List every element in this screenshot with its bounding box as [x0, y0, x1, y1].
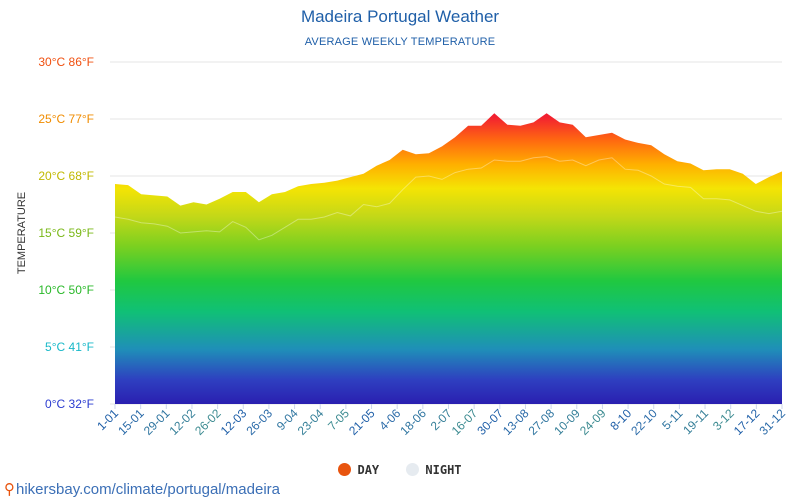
x-tick-label: 24-09 — [577, 406, 609, 438]
y-tick-label: 10°C 50°F — [38, 283, 94, 297]
x-tick-label: 30-07 — [474, 406, 506, 438]
x-tick-label: 22-10 — [628, 406, 660, 438]
x-tick-label: 10-09 — [551, 406, 583, 438]
chart-legend: DAY NIGHT — [0, 463, 800, 477]
y-tick-label: 30°C 86°F — [38, 55, 94, 69]
y-tick-label: 5°C 41°F — [45, 340, 94, 354]
x-tick-label: 18-06 — [397, 406, 429, 438]
chart-subtitle: AVERAGE WEEKLY TEMPERATURE — [304, 36, 496, 48]
x-tick-label: 26-03 — [243, 406, 275, 438]
x-tick-label: 31-12 — [757, 406, 789, 438]
chart-title: Madeira Portugal Weather — [300, 7, 500, 26]
x-tick-label: 15-01 — [115, 406, 147, 438]
legend-day-swatch — [338, 463, 352, 476]
x-tick-label: 29-01 — [141, 406, 173, 438]
legend-item-day[interactable]: DAY — [338, 463, 379, 477]
map-pin-icon: ⚲ — [4, 481, 15, 498]
legend-night-label: NIGHT — [425, 463, 462, 477]
x-tick-label: 23-04 — [295, 406, 327, 438]
y-tick-label: 20°C 68°F — [38, 169, 94, 183]
series-night-line — [114, 156, 783, 241]
x-tick-label: 27-08 — [526, 406, 558, 438]
x-tick-label: 12-02 — [166, 406, 198, 438]
legend-item-night[interactable]: NIGHT — [406, 463, 462, 477]
source-text: hikersbay.com/climate/portugal/madeira — [16, 481, 281, 498]
y-tick-label: 0°C 32°F — [45, 397, 94, 411]
x-tick-label: 16-07 — [449, 406, 481, 438]
series-night-area[interactable] — [115, 156, 782, 404]
y-tick-label: 15°C 59°F — [38, 226, 94, 240]
x-tick-label: 19-11 — [680, 406, 711, 437]
x-tick-label: 12-03 — [218, 406, 250, 438]
legend-day-label: DAY — [357, 463, 380, 477]
x-tick-label: 13-08 — [500, 406, 532, 438]
legend-night-swatch — [406, 463, 420, 476]
y-tick-label: 25°C 77°F — [38, 112, 94, 126]
x-tick-label: 21-05 — [346, 406, 378, 438]
y-axis-label: TEMPERATURE — [16, 192, 28, 274]
source-link[interactable]: ⚲hikersbay.com/climate/portugal/madeira — [4, 480, 280, 498]
x-tick-label: 17-12 — [731, 406, 763, 438]
x-tick-label: 26-02 — [192, 406, 224, 438]
